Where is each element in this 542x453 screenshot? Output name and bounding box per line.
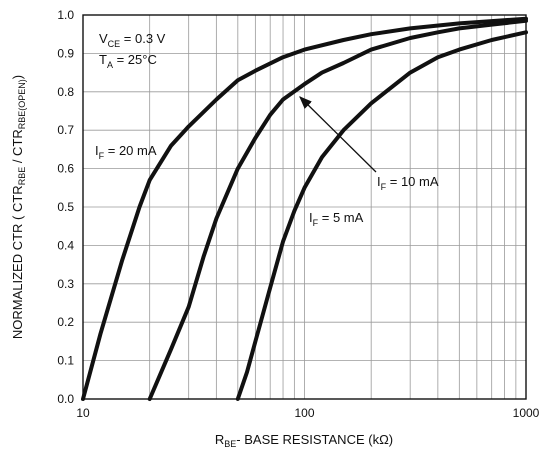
curves [81,16,528,401]
y-tick-label: 0.6 [57,162,74,176]
series-label-5ma: IF = 5 mA [309,210,364,228]
series-label-20ma: IF = 20 mA [95,143,157,161]
y-tick-label: 0.2 [57,315,74,329]
y-tick-label: 0.9 [57,46,74,60]
x-tick-label: 100 [294,406,314,420]
x-axis-label: RBE- BASE RESISTANCE (kΩ) [215,432,393,449]
y-tick-label: 0.4 [57,238,74,252]
y-tick-label: 0.7 [57,123,74,137]
y-axis-label: NORMALIZED CTR ( CTRRBE / CTRRBE(OPEN)) [10,75,27,339]
y-tick-label: 0.8 [57,85,74,99]
series-label-10ma: IF = 10 mA [377,174,439,192]
y-tick-label: 0.1 [57,354,74,368]
series-line-5ma [235,30,528,401]
tick-labels: 0.0 0.1 0.2 0.3 0.4 0.5 0.6 0.7 0.8 0.9 1.0 10 100 10… [57,8,539,420]
x-tick-label: 1000 [513,406,540,420]
y-tick-label: 0.0 [57,392,74,406]
series-line-20ma [81,16,528,401]
annotation-arrow-10ma [299,96,377,173]
condition-ta: TA = 25°C [99,52,157,70]
series-line-10ma [147,18,528,401]
plot-frame [82,14,527,400]
grid [83,15,526,399]
y-tick-label: 0.3 [57,277,74,291]
x-tick-label: 10 [76,406,90,420]
y-tick-label: 0.5 [57,200,74,214]
y-tick-label: 1.0 [57,8,74,22]
condition-vce: VCE = 0.3 V [99,31,166,49]
